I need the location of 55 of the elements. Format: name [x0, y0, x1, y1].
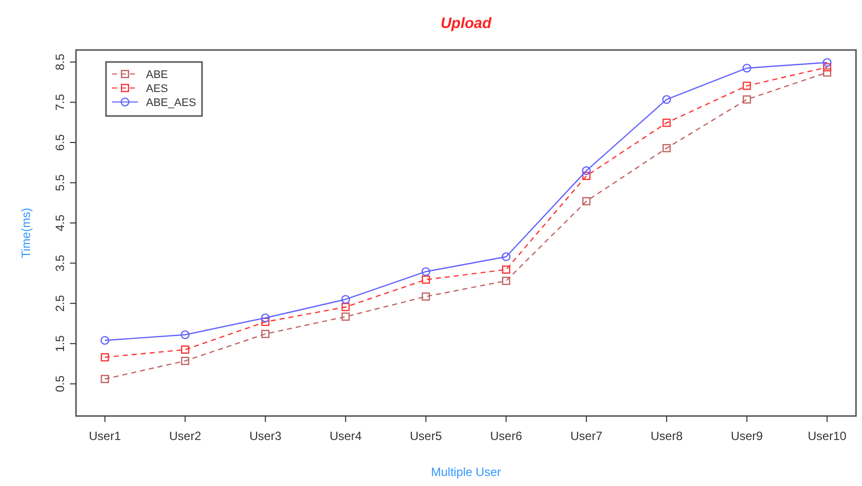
point: [261, 318, 270, 326]
x-tick-label: User8: [650, 429, 683, 443]
x-tick-label: User10: [808, 429, 847, 443]
point: [421, 267, 430, 276]
y-tick-label: 0.5: [53, 375, 67, 392]
y-tick-label: 4.5: [53, 214, 67, 232]
point: [181, 346, 190, 354]
point: [822, 58, 832, 67]
point: [502, 252, 511, 262]
chart-title: Upload: [440, 15, 492, 32]
y-tick-label: 3.5: [53, 254, 67, 272]
point: [342, 302, 350, 312]
point: [422, 276, 430, 284]
point: [100, 353, 109, 362]
legend-label: AES: [146, 83, 168, 95]
point: [181, 356, 190, 365]
y-tick-label: 8.5: [53, 53, 67, 70]
legend-label: ABE_AES: [146, 97, 196, 109]
y-tick-label: 6.5: [53, 134, 67, 151]
point: [100, 336, 110, 345]
y-axis-title: Time(ms): [19, 208, 33, 258]
point: [582, 172, 590, 180]
point: [422, 292, 430, 301]
y-tick-label: 7.5: [53, 94, 67, 111]
point: [662, 144, 671, 152]
point: [662, 95, 672, 104]
y-tick-label: 1.5: [53, 334, 67, 352]
x-axis-title: Multiple User: [430, 465, 502, 479]
point: [502, 276, 510, 285]
point: [180, 330, 190, 340]
x-tick-label: User1: [88, 429, 122, 443]
point: [582, 197, 590, 206]
x-tick-label: User5: [410, 429, 442, 443]
x-tick-label: User7: [570, 429, 603, 443]
point: [341, 294, 350, 304]
point: [100, 374, 109, 384]
point: [662, 118, 671, 127]
y-tick-label: 2.5: [53, 294, 67, 312]
point: [260, 313, 270, 322]
point: [823, 68, 832, 77]
point: [742, 82, 751, 90]
x-tick-label: User6: [490, 429, 522, 443]
x-tick-label: User2: [169, 429, 202, 443]
y-tick-label: 5.5: [53, 174, 67, 192]
point: [261, 330, 270, 338]
point: [742, 64, 752, 72]
point: [582, 166, 591, 176]
x-tick-label: User9: [730, 429, 764, 443]
legend-label: ABE: [146, 69, 168, 81]
point: [342, 312, 350, 321]
x-tick-label: User3: [249, 429, 282, 443]
x-tick-label: User4: [330, 429, 362, 443]
point: [742, 95, 751, 104]
point: [502, 266, 510, 274]
point: [823, 63, 832, 72]
